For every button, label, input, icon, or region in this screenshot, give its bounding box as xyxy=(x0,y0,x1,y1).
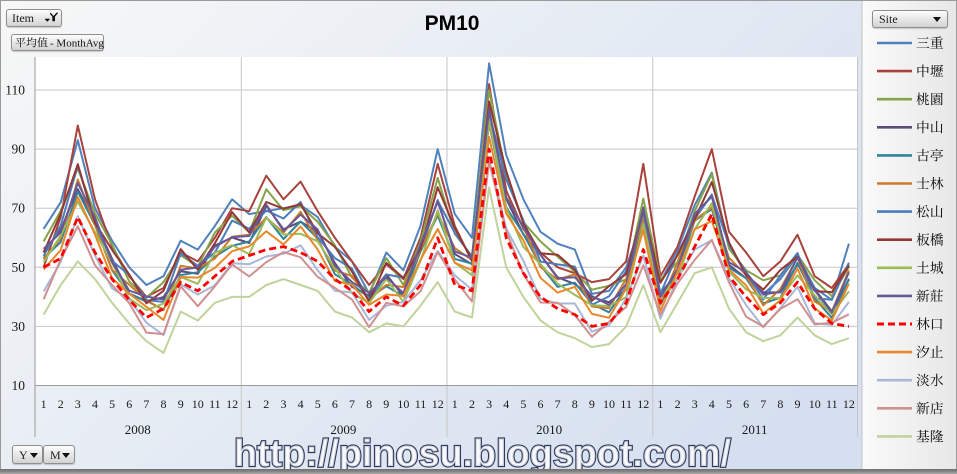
svg-text:11: 11 xyxy=(415,397,427,411)
svg-text:5: 5 xyxy=(520,397,526,411)
svg-text:50: 50 xyxy=(12,260,26,275)
svg-text:3: 3 xyxy=(486,397,492,411)
svg-text:11: 11 xyxy=(209,397,221,411)
svg-text:7: 7 xyxy=(349,397,355,411)
svg-text:110: 110 xyxy=(5,83,25,98)
svg-text:2009: 2009 xyxy=(330,422,356,437)
svg-text:1: 1 xyxy=(246,397,252,411)
svg-text:8: 8 xyxy=(161,397,167,411)
svg-text:11: 11 xyxy=(620,397,632,411)
svg-text:9: 9 xyxy=(383,397,389,411)
svg-text:8: 8 xyxy=(777,397,783,411)
svg-text:6: 6 xyxy=(126,397,132,411)
svg-text:2: 2 xyxy=(675,397,681,411)
svg-text:7: 7 xyxy=(760,397,766,411)
svg-text:7: 7 xyxy=(555,397,561,411)
svg-text:PM10: PM10 xyxy=(425,12,480,35)
svg-text:12: 12 xyxy=(637,397,649,411)
svg-text:10: 10 xyxy=(603,397,615,411)
svg-text:2: 2 xyxy=(469,397,475,411)
svg-text:8: 8 xyxy=(366,397,372,411)
svg-text:5: 5 xyxy=(726,397,732,411)
svg-text:4: 4 xyxy=(503,397,509,411)
svg-text:5: 5 xyxy=(315,397,321,411)
svg-text:3: 3 xyxy=(75,397,81,411)
svg-text:12: 12 xyxy=(226,397,238,411)
svg-text:1: 1 xyxy=(41,397,47,411)
svg-text:4: 4 xyxy=(298,397,304,411)
svg-text:6: 6 xyxy=(743,397,749,411)
svg-text:4: 4 xyxy=(709,397,715,411)
svg-text:8: 8 xyxy=(572,397,578,411)
svg-text:10: 10 xyxy=(12,378,26,393)
svg-text:http://pinosu.blogspot.com/: http://pinosu.blogspot.com/ xyxy=(234,433,731,474)
svg-text:4: 4 xyxy=(92,397,98,411)
svg-text:10: 10 xyxy=(397,397,409,411)
svg-text:6: 6 xyxy=(332,397,338,411)
svg-text:30: 30 xyxy=(12,319,26,334)
svg-text:1: 1 xyxy=(657,397,663,411)
svg-text:10: 10 xyxy=(192,397,204,411)
svg-text:9: 9 xyxy=(178,397,184,411)
svg-text:12: 12 xyxy=(843,397,855,411)
svg-text:2010: 2010 xyxy=(536,422,562,437)
svg-text:12: 12 xyxy=(432,397,444,411)
svg-text:5: 5 xyxy=(109,397,115,411)
svg-text:2011: 2011 xyxy=(742,422,768,437)
svg-text:11: 11 xyxy=(826,397,838,411)
svg-text:9: 9 xyxy=(589,397,595,411)
svg-text:2008: 2008 xyxy=(125,422,151,437)
svg-text:2: 2 xyxy=(58,397,64,411)
svg-text:3: 3 xyxy=(692,397,698,411)
svg-text:7: 7 xyxy=(143,397,149,411)
svg-text:3: 3 xyxy=(281,397,287,411)
svg-text:9: 9 xyxy=(795,397,801,411)
svg-text:6: 6 xyxy=(538,397,544,411)
svg-text:2: 2 xyxy=(263,397,269,411)
svg-text:10: 10 xyxy=(809,397,821,411)
svg-text:70: 70 xyxy=(12,201,26,216)
svg-text:- MonthAvg: - MonthAvg xyxy=(50,38,104,50)
svg-text:90: 90 xyxy=(12,142,26,157)
svg-text:1: 1 xyxy=(452,397,458,411)
